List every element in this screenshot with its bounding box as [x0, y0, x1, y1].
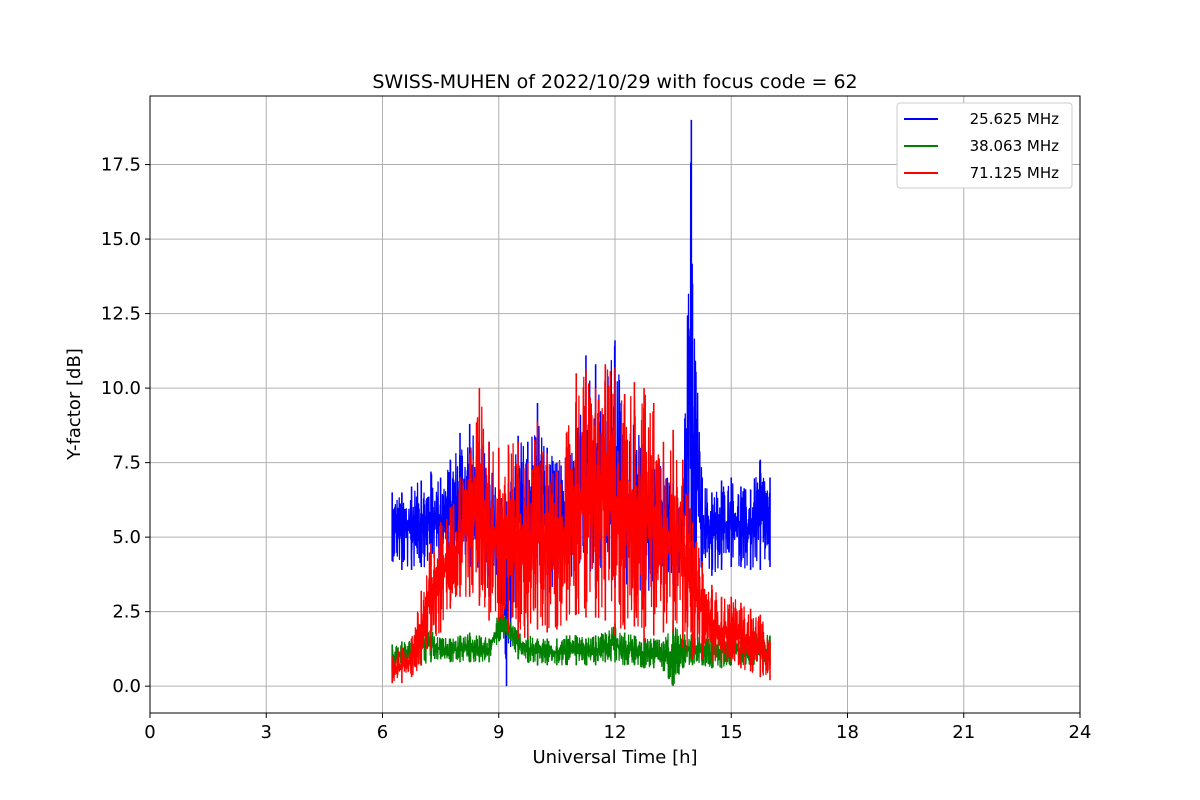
y-tick-label: 15.0: [101, 229, 141, 250]
y-tick-label: 10.0: [101, 378, 141, 399]
y-tick-label: 12.5: [101, 304, 141, 325]
x-tick-label: 0: [144, 722, 155, 743]
x-tick-label: 18: [836, 722, 859, 743]
x-tick-label: 6: [377, 722, 388, 743]
legend-entry-2: 38.063 MHz: [970, 137, 1059, 155]
y-tick-label: 2.5: [112, 602, 141, 623]
x-tick-label: 24: [1069, 722, 1092, 743]
y-tick-label: 7.5: [112, 453, 141, 474]
x-tick-label: 12: [604, 722, 627, 743]
x-tick-label: 15: [720, 722, 743, 743]
y-axis-label: Y-factor [dB]: [64, 348, 85, 461]
x-tick-label: 3: [261, 722, 272, 743]
x-axis-label: Universal Time [h]: [532, 747, 697, 768]
legend-box: [896, 102, 1073, 189]
series-layer: [391, 119, 771, 687]
legend-entry-1: 25.625 MHz: [970, 110, 1059, 128]
x-tick-label: 9: [493, 722, 504, 743]
chart-title: SWISS-MUHEN of 2022/10/29 with focus cod…: [372, 71, 857, 93]
y-tick-label: 0.0: [112, 676, 141, 697]
ticks: 0 3 6 9 12 15 18 21 24 0.0 2.5 5.0 7.5 10.0 12.5 15.0 17…: [101, 155, 1092, 743]
legend: 25.625 MHz 38.063 MHz 71.125 MHz: [896, 102, 1073, 189]
y-tick-label: 5.0: [112, 527, 141, 548]
legend-entry-3: 71.125 MHz: [970, 164, 1059, 182]
series-line-3: [391, 364, 771, 682]
x-tick-label: 21: [952, 722, 975, 743]
y-tick-label: 17.5: [101, 155, 141, 176]
series-line-2: [391, 613, 771, 685]
